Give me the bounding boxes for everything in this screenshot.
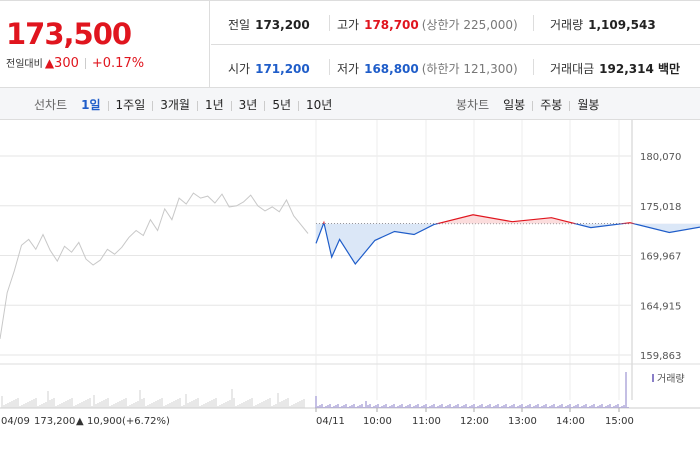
candle-chart-title: 봉차트: [456, 98, 490, 112]
stat-label: 저가: [337, 62, 360, 76]
price-box: 173,500 전일대비 ▲300 +0.17%: [0, 1, 210, 89]
divider: [329, 15, 330, 31]
stat-open: 시가 171,200: [228, 60, 310, 77]
stat-label: 고가: [337, 18, 360, 32]
stat-value: 173,200: [255, 18, 310, 32]
stats-table: 전일 173,200 고가 178,700 (상한가 225,000) 거래량 1,10…: [211, 1, 700, 89]
divider: [196, 100, 198, 111]
up-area: [316, 214, 700, 224]
stat-value: 178,700: [364, 18, 419, 32]
diff-value: 300: [54, 56, 79, 71]
stat-volume: 거래량 1,109,543: [550, 16, 656, 33]
divider: [329, 59, 330, 75]
x-tick-label: 04/11: [316, 416, 345, 427]
stat-label: 거래대금: [550, 62, 595, 76]
candle-tab-1[interactable]: 주봉: [540, 98, 563, 112]
line-tab-list: 1일 1주일 3개월 1년 3년 5년 10년: [81, 98, 332, 112]
volume-legend-label: 거래량: [657, 373, 685, 385]
line-tab-0[interactable]: 1일: [81, 98, 101, 112]
today-series: [315, 214, 700, 266]
candle-tab-0[interactable]: 일봉: [503, 98, 526, 112]
diff-percent: +0.17%: [91, 56, 145, 71]
y-tick-label: 159,863: [640, 351, 681, 362]
volume-panel: 거래량: [0, 363, 700, 409]
y-axis: 180,070 175,018 169,967 164,915 159,863: [640, 152, 681, 362]
prev-close-label: 173,200: [34, 416, 75, 427]
line-tab-3[interactable]: 1년: [204, 98, 224, 112]
current-price: 173,500: [6, 17, 132, 51]
y-tick-label: 164,915: [640, 301, 681, 312]
candle-tab-2[interactable]: 월봉: [577, 98, 600, 112]
divider: [230, 100, 232, 111]
x-tick-label: 12:00: [460, 416, 489, 427]
divider: [569, 100, 571, 111]
line-chart-title: 선차트: [34, 98, 68, 112]
y-tick-label: 175,018: [640, 202, 681, 213]
candle-chart-tabs: 봉차트 일봉 주봉 월봉: [456, 96, 599, 113]
chart-tabs: 선차트 1일 1주일 3개월 1년 3년 5년 10년 봉차트 일봉 주봉 월봉: [0, 88, 700, 120]
prev-change-label: 10,900: [87, 416, 122, 427]
stat-label: 전일: [228, 18, 251, 32]
diff-label: 전일대비: [6, 59, 43, 70]
x-tick-label: 14:00: [556, 416, 585, 427]
previous-day-line: [0, 192, 309, 339]
up-triangle-icon: ▲: [44, 56, 55, 70]
stat-value: 168,800: [364, 62, 419, 76]
y-tick-label: 180,070: [640, 152, 681, 163]
chart-grid: [0, 120, 633, 400]
line-chart-tabs: 선차트 1일 1주일 3개월 1년 3년 5년 10년: [34, 96, 332, 113]
x-axis: 04/09 173,200 ▲ 10,900 (+6.72%) 04/11 10:00 11:…: [1, 408, 634, 427]
divider: [298, 100, 300, 111]
candle-tab-list: 일봉 주봉 월봉: [503, 98, 599, 112]
stat-high: 고가 178,700 (상한가 225,000): [337, 16, 518, 33]
stat-value: 1,109,543: [588, 18, 656, 32]
lower-limit: (하한가 121,300): [421, 62, 518, 76]
up-triangle-icon: ▲: [76, 416, 84, 427]
divider: [84, 58, 86, 69]
divider: [533, 59, 534, 75]
divider: [152, 100, 154, 111]
divider: [533, 15, 534, 31]
summary-panel: 173,500 전일대비 ▲300 +0.17% 전일 173,200 고가 178,7…: [0, 0, 700, 89]
price-change: 전일대비 ▲300 +0.17%: [6, 55, 144, 71]
y-tick-label: 169,967: [640, 252, 681, 263]
x-tick-label: 11:00: [412, 416, 441, 427]
x-tick-label: 10:00: [363, 416, 392, 427]
stat-label: 시가: [228, 62, 251, 76]
line-tab-5[interactable]: 5년: [272, 98, 292, 112]
prev-pct-label: (+6.72%): [122, 416, 170, 427]
stat-prev-close: 전일 173,200: [228, 16, 310, 33]
stat-trade-value: 거래대금 192,314 백만: [550, 60, 680, 77]
previous-day-series: [0, 192, 309, 339]
stat-label: 거래량: [550, 18, 584, 32]
prev-date-label: 04/09: [1, 416, 30, 427]
line-tab-1[interactable]: 1주일: [115, 98, 146, 112]
x-tick-label: 13:00: [508, 416, 537, 427]
divider: [107, 100, 109, 111]
stats-row-1: 전일 173,200 고가 178,700 (상한가 225,000) 거래량 1,10…: [211, 1, 700, 45]
upper-limit: (상한가 225,000): [421, 18, 518, 32]
line-tab-6[interactable]: 10년: [306, 98, 333, 112]
divider: [264, 100, 266, 111]
stats-row-2: 시가 171,200 저가 168,800 (하한가 121,300) 거래대금 192…: [211, 45, 700, 89]
line-tab-2[interactable]: 3개월: [160, 98, 190, 112]
stat-value: 192,314 백만: [599, 62, 681, 76]
stat-low: 저가 168,800 (하한가 121,300): [337, 60, 518, 77]
today-line-up: [322, 214, 637, 224]
stat-value: 171,200: [255, 62, 310, 76]
x-tick-label: 15:00: [605, 416, 634, 427]
volume-legend-swatch: [652, 374, 654, 382]
line-tab-4[interactable]: 3년: [238, 98, 258, 112]
divider: [532, 100, 534, 111]
